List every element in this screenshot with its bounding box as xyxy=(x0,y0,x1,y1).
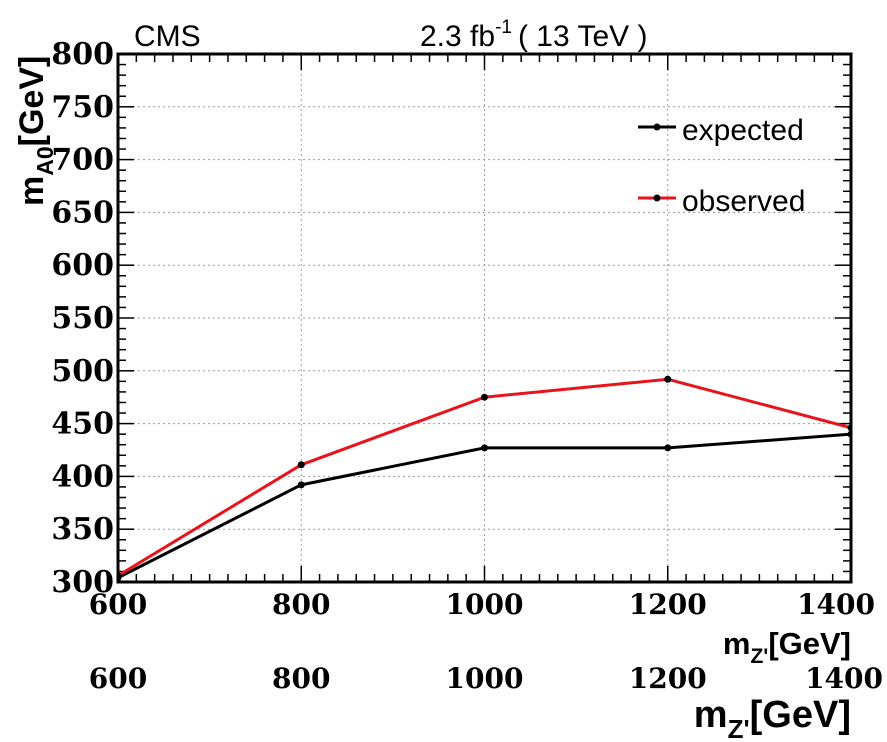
x-tick-label: 600 xyxy=(89,588,147,621)
ghost-x-axis-title-main: m xyxy=(694,694,728,736)
data-point-expected xyxy=(481,444,488,452)
legend-label-expected: expected xyxy=(682,114,804,147)
y-tick-label: 800 xyxy=(51,37,114,72)
y-tick-label: 400 xyxy=(51,459,114,494)
x-tick-label: 800 xyxy=(272,588,330,621)
y-axis-title-sub: A0 xyxy=(32,146,58,175)
ghost-x-tick-label: 1000 xyxy=(446,662,524,695)
data-point-expected xyxy=(664,444,672,452)
ghost-x-tick-label: 800 xyxy=(272,662,330,695)
lumi-label: 2.3 fb-1 ( 13 TeV ) xyxy=(420,17,647,53)
y-axis-title-unit: [GeV] xyxy=(13,56,51,147)
y-tick-label: 300 xyxy=(51,565,114,600)
plot-frame xyxy=(116,52,853,584)
data-point-observed xyxy=(847,424,852,432)
y-tick-label: 700 xyxy=(51,143,114,178)
legend-marker-expected xyxy=(653,123,661,131)
x-axis-title-unit: [GeV] xyxy=(768,626,851,661)
y-axis-title: mA0[GeV] xyxy=(13,56,58,206)
data-point-observed xyxy=(481,393,488,401)
data-point-observed xyxy=(664,375,672,383)
y-tick-labels: 300 350 400 450 500 550 600 650 700 750 800 xyxy=(51,37,114,600)
x-tick-label: 1400 xyxy=(797,588,875,621)
ghost-x-tick-label: 1400 xyxy=(805,662,883,695)
ghost-x-axis-title-unit: [GeV] xyxy=(750,694,851,736)
data-point-expected xyxy=(847,430,852,438)
x-tick-label: 1200 xyxy=(629,588,707,621)
series-line-observed xyxy=(118,377,852,577)
y-tick-label: 600 xyxy=(51,248,114,283)
ghost-x-tick-label: 1200 xyxy=(629,662,707,695)
lumi-value: 2.3 fb xyxy=(420,20,495,53)
x-tick-label: 1000 xyxy=(446,588,524,621)
y-tick-label: 450 xyxy=(51,407,114,442)
ghost-x-tick-label: 600 xyxy=(89,662,147,695)
legend-label-observed: observed xyxy=(682,185,805,218)
y-tick-label: 500 xyxy=(51,354,114,389)
x-axis-title-sub: Z' xyxy=(750,645,768,668)
y-tick-label: 750 xyxy=(51,90,114,125)
lumi-exponent: -1 xyxy=(495,17,512,38)
series-observed xyxy=(118,375,852,580)
data-point-observed xyxy=(118,572,122,580)
data-point-expected xyxy=(297,481,305,489)
energy-label: ( 13 TeV ) xyxy=(518,20,648,53)
legend: expected observed xyxy=(638,114,805,218)
y-tick-label: 550 xyxy=(51,301,114,336)
grid-lines xyxy=(118,54,851,582)
series-expected xyxy=(118,430,852,582)
x-axis-title-main: m xyxy=(723,626,751,661)
y-tick-label: 650 xyxy=(51,195,114,230)
series-layer xyxy=(118,375,852,582)
y-axis-title-main: m xyxy=(13,176,51,206)
ghost-x-axis-title: mZ'[GeV] xyxy=(694,694,851,742)
x-axis-title: mZ'[GeV] xyxy=(723,626,851,668)
ghost-x-tick-labels: 600 800 1000 1200 1400 xyxy=(89,662,883,695)
x-tick-labels: 600 800 1000 1200 1400 xyxy=(89,588,875,621)
legend-marker-observed xyxy=(653,194,661,202)
ghost-x-axis-title-sub: Z' xyxy=(728,714,750,742)
y-tick-label: 350 xyxy=(51,512,114,547)
series-line-expected xyxy=(118,432,852,580)
experiment-label: CMS xyxy=(134,20,201,53)
data-point-observed xyxy=(297,461,305,469)
